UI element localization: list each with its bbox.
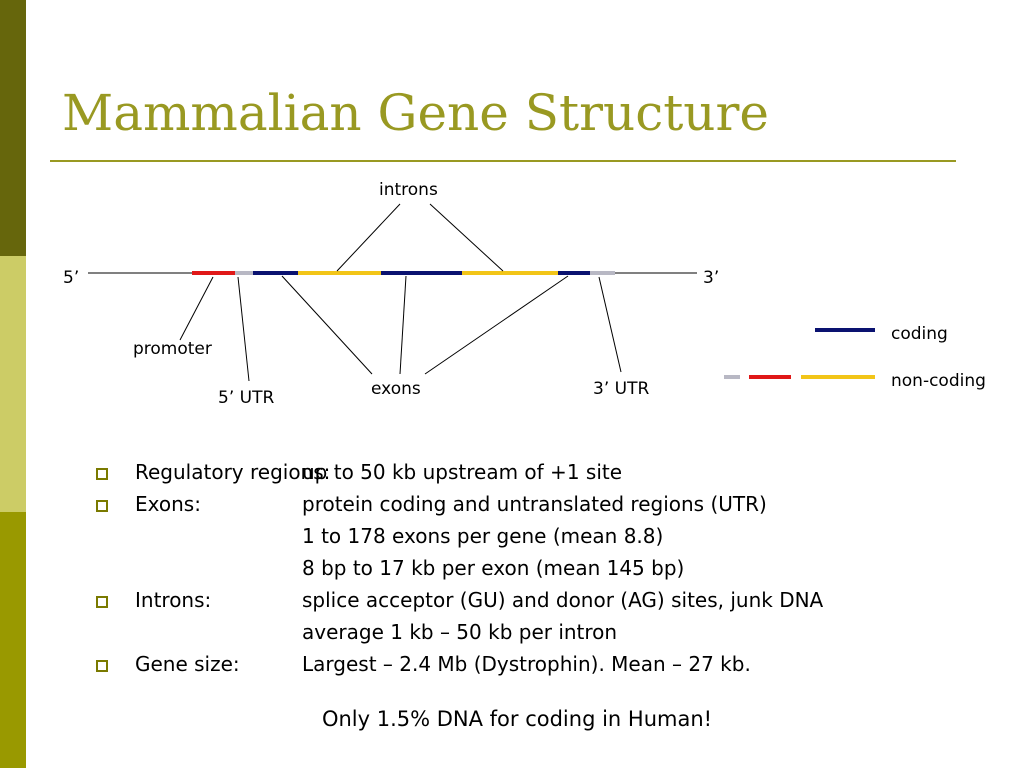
bullet-label: Gene size: [135,652,240,676]
bullet-square-icon [96,500,108,512]
bullet-value: protein coding and untranslated regions … [302,492,767,516]
sidebar-accent-middle [0,256,26,512]
bullet-value: splice acceptor (GU) and donor (AG) site… [302,588,824,612]
sidebar-accent-bottom [0,512,26,768]
exons-pointer-1 [281,275,373,375]
legend: coding non-coding [724,324,986,391]
bullet-label: Introns: [135,588,212,612]
bullet-value: average 1 kb – 50 kb per intron [302,620,618,644]
sidebar-accent-top [0,0,26,256]
bullet-label: Exons: [135,492,201,516]
promoter-label: promoter [133,339,212,359]
utr3-label: 3’ UTR [593,379,649,399]
footer-note: Only 1.5% DNA for coding in Human! [321,707,713,731]
title-underline [50,160,956,162]
bullet-value: 8 bp to 17 kb per exon (mean 145 bp) [302,556,685,580]
bullet-square-icon [96,596,108,608]
slide-title: Mammalian Gene Structure [62,84,769,142]
exons-label: exons [371,379,421,399]
bullet-value: Largest – 2.4 Mb (Dystrophin). Mean – 27… [302,652,751,676]
introns-pointer-1 [336,203,401,272]
introns-label: introns [379,180,438,200]
bullet-value: up to 50 kb upstream of +1 site [302,460,623,484]
bullet-label: Regulatory regions: [135,460,331,484]
legend-coding-label: coding [891,324,948,344]
bullet-value: 1 to 178 exons per gene (mean 8.8) [302,524,664,548]
legend-noncoding-label: non-coding [891,371,986,391]
utr5-label: 5’ UTR [218,388,274,408]
exons-pointer-2 [399,275,407,375]
three-prime-label: 3’ [703,268,719,288]
introns-pointer-2 [429,203,504,272]
exons-pointer-3 [424,275,569,375]
gene-structure-diagram: 5’ 3’ introns exons promoter 5’ UTR 3’ U… [63,180,986,408]
bullet-square-icon [96,468,108,480]
utr3-pointer [598,276,622,373]
promoter-pointer [179,276,214,341]
five-prime-label: 5’ [63,268,79,288]
bullet-square-icon [96,660,108,672]
utr5-pointer [237,276,250,382]
